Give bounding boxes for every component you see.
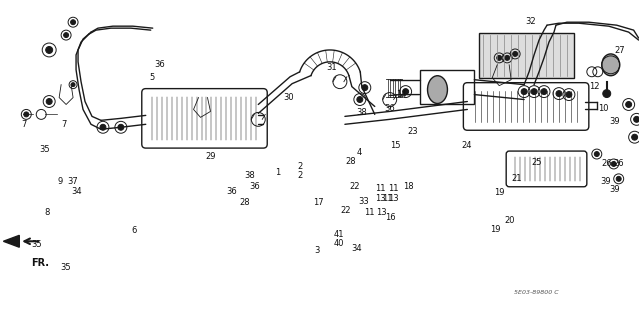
Circle shape	[46, 99, 52, 105]
Text: 16: 16	[385, 212, 396, 222]
Circle shape	[100, 124, 106, 130]
Circle shape	[45, 47, 52, 53]
Circle shape	[634, 116, 639, 122]
Text: 13: 13	[376, 208, 387, 217]
Text: 7: 7	[21, 120, 26, 129]
Text: 5E03-89800 C: 5E03-89800 C	[515, 290, 559, 295]
Text: 26: 26	[613, 159, 623, 168]
Circle shape	[63, 33, 68, 38]
Text: 38: 38	[356, 108, 367, 116]
Text: 30: 30	[283, 93, 294, 102]
Polygon shape	[3, 235, 19, 247]
Text: 11: 11	[375, 184, 386, 193]
Text: 36: 36	[154, 60, 164, 69]
Text: 3: 3	[315, 246, 320, 255]
Text: 41: 41	[334, 230, 344, 239]
Text: 34: 34	[351, 244, 362, 253]
Text: 22: 22	[340, 206, 351, 215]
Text: 6: 6	[131, 226, 136, 235]
Text: 5: 5	[150, 73, 155, 82]
Circle shape	[595, 152, 599, 157]
Text: 11: 11	[381, 194, 392, 203]
Text: 29: 29	[205, 152, 216, 161]
Text: 36: 36	[227, 187, 237, 196]
Text: 36: 36	[385, 104, 396, 113]
Text: 34: 34	[71, 187, 82, 196]
Circle shape	[521, 89, 527, 94]
Text: 13: 13	[388, 194, 399, 203]
Text: 19: 19	[495, 188, 505, 197]
Text: 14: 14	[396, 90, 407, 99]
Text: 40: 40	[334, 239, 344, 248]
Text: 7: 7	[61, 120, 67, 129]
Circle shape	[531, 89, 537, 94]
Circle shape	[24, 112, 29, 117]
Ellipse shape	[602, 54, 620, 76]
Ellipse shape	[428, 76, 447, 103]
Text: FR.: FR.	[31, 258, 49, 268]
Text: 21: 21	[511, 174, 522, 183]
Circle shape	[556, 91, 562, 97]
Bar	[479, 33, 574, 78]
Circle shape	[497, 56, 502, 60]
Text: 37: 37	[67, 177, 78, 186]
Circle shape	[632, 134, 637, 140]
Text: 39: 39	[610, 117, 620, 126]
Text: 12: 12	[589, 82, 599, 91]
Circle shape	[566, 92, 572, 98]
Text: 9: 9	[58, 177, 63, 186]
Text: 4: 4	[357, 148, 362, 157]
Circle shape	[403, 89, 408, 94]
Text: 20: 20	[505, 216, 515, 225]
Text: 35: 35	[40, 145, 50, 154]
Text: 17: 17	[314, 198, 324, 207]
Text: 2: 2	[297, 162, 302, 171]
Circle shape	[357, 97, 363, 102]
Circle shape	[603, 90, 611, 98]
Text: 28: 28	[345, 157, 356, 166]
Text: 35: 35	[60, 263, 70, 271]
Text: 32: 32	[525, 18, 536, 26]
Text: 38: 38	[244, 171, 255, 181]
Text: 1: 1	[275, 168, 280, 177]
Text: 25: 25	[531, 158, 542, 167]
Circle shape	[505, 56, 509, 60]
Text: 8: 8	[45, 208, 50, 217]
Circle shape	[70, 20, 76, 25]
Text: 24: 24	[461, 141, 472, 150]
Text: 22: 22	[350, 182, 360, 191]
Text: 10: 10	[598, 104, 609, 113]
Text: 15: 15	[390, 141, 401, 150]
Text: 31: 31	[326, 63, 337, 72]
Text: 27: 27	[614, 46, 625, 55]
Text: 26: 26	[602, 159, 612, 168]
Text: 28: 28	[239, 198, 250, 207]
Circle shape	[611, 161, 616, 167]
Text: 11: 11	[364, 208, 375, 217]
Text: 23: 23	[407, 127, 418, 136]
Text: 36: 36	[250, 182, 260, 191]
Text: 39: 39	[600, 177, 611, 186]
Circle shape	[541, 89, 547, 94]
Circle shape	[513, 51, 518, 56]
Text: 13: 13	[375, 194, 386, 203]
Circle shape	[118, 124, 124, 130]
Circle shape	[362, 85, 368, 91]
Circle shape	[71, 83, 75, 87]
Text: 39: 39	[610, 185, 620, 194]
Text: 33: 33	[358, 197, 369, 206]
Text: 35: 35	[31, 240, 42, 249]
Circle shape	[626, 101, 632, 108]
Text: 19: 19	[490, 225, 500, 234]
Text: 2: 2	[297, 171, 302, 181]
Bar	[420, 70, 474, 105]
Text: 11: 11	[388, 184, 399, 193]
Circle shape	[616, 176, 621, 181]
Text: 18: 18	[403, 182, 413, 191]
